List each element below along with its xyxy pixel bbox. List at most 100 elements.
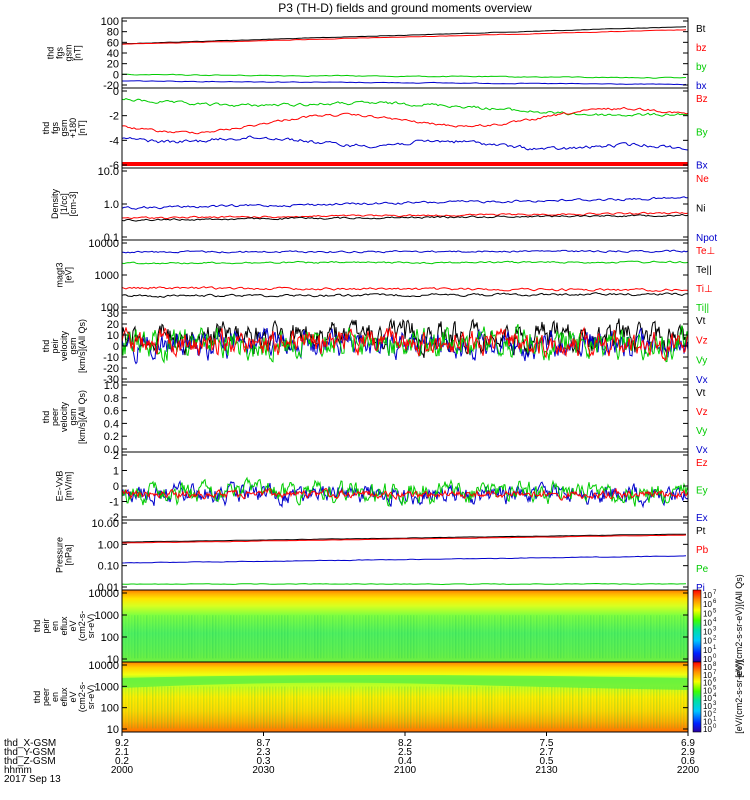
y-tick-label: 1000 (95, 270, 119, 282)
svg-text:en: en (50, 692, 60, 702)
svg-text:0.5: 0.5 (540, 756, 554, 767)
svg-text:10: 10 (703, 628, 712, 637)
svg-text:thd: thd (32, 620, 42, 633)
svg-text:gsm: gsm (64, 44, 74, 61)
svg-text:8.7: 8.7 (257, 738, 271, 749)
colorbar-tick: 10 3 (703, 627, 717, 637)
svg-text:1: 1 (713, 716, 717, 722)
legend-bz: bz (696, 43, 707, 54)
colorbar-tick: 10 7 (703, 670, 717, 680)
svg-text:fgs: fgs (50, 122, 60, 135)
legend-Npot: Npot (696, 233, 717, 244)
legend-Te⊥: Te⊥ (696, 246, 715, 257)
svg-text:7: 7 (713, 590, 717, 596)
svg-text:peir: peir (41, 618, 51, 633)
colorbar-label: [eV/(cm2-s-sr-eV)](All Qs) (734, 574, 744, 678)
colorbar-tick: 10 2 (703, 636, 717, 646)
svg-text:9.2: 9.2 (115, 738, 129, 749)
y-tick-label: 0.1 (104, 232, 119, 244)
legend-Pe: Pe (696, 564, 709, 575)
svg-text:2.7: 2.7 (540, 747, 554, 758)
svg-text:4: 4 (713, 617, 717, 623)
svg-text:2.3: 2.3 (257, 747, 271, 758)
svg-text:eflux: eflux (59, 616, 69, 636)
svg-text:gsm: gsm (68, 337, 78, 354)
legend-Ey: Ey (696, 486, 708, 497)
legend-Vz: Vz (696, 407, 708, 418)
svg-text:2200: 2200 (677, 765, 700, 776)
y-tick-label: 0 (113, 86, 119, 98)
svg-text:10: 10 (703, 637, 712, 646)
svg-text:[1/cc]: [1/cc] (59, 193, 69, 215)
colorbar-tick: 10 6 (703, 599, 717, 609)
colorbar-tick: 10 8 (703, 662, 717, 672)
panel-peer-velocity: 1.00.80.60.40.20.0 thd peer velocity gsm [km/… (41, 380, 708, 456)
y-tick-label: 20 (107, 319, 119, 331)
y-tick-label: 100 (101, 703, 119, 715)
spectrogram (122, 662, 688, 732)
svg-text:en: en (50, 621, 60, 631)
svg-text:3: 3 (713, 701, 717, 707)
svg-text:6.9: 6.9 (681, 738, 695, 749)
y-tick-label: 100 (101, 16, 119, 28)
svg-text:eV: eV (68, 691, 78, 702)
colorbar-tick: 10 0 (703, 654, 717, 664)
colorbar-tick: 10 2 (703, 709, 717, 719)
series-Pe (121, 555, 687, 564)
y-tick-label: 0 (113, 481, 119, 493)
y-tick-label: 40 (107, 48, 119, 60)
y-tick-label: -30 (103, 374, 119, 386)
y-axis-label: thd peer velocity gsm [km/s](All Qs) (41, 390, 87, 444)
svg-text:10: 10 (703, 671, 712, 680)
svg-text:eflux: eflux (59, 687, 69, 707)
svg-text:peer: peer (41, 688, 51, 706)
svg-text:10: 10 (703, 717, 712, 726)
y-axis-label: Density [1/cc] [cm-3] (50, 188, 78, 219)
svg-text:10: 10 (703, 686, 712, 695)
y-tick-label: 0.0 (104, 444, 119, 456)
colorbar-tick: 10 7 (703, 590, 717, 600)
series-Ti-perp (121, 286, 689, 292)
svg-text:[eV/(cm2-s-sr-eV)]: [eV/(cm2-s-sr-eV)] (734, 660, 744, 734)
svg-text:0.6: 0.6 (681, 756, 695, 767)
panel-fgs-dsl: 0 -2 -4 -6 thd fgs gsm +180 [nT] Bz By Bx (41, 86, 708, 172)
svg-text:thd: thd (41, 411, 51, 424)
y-tick-label: 100 (101, 302, 119, 314)
legend-Vt: Vt (696, 316, 706, 327)
series-by (121, 73, 687, 79)
svg-text:0.4: 0.4 (398, 756, 412, 767)
svg-text:10: 10 (703, 710, 712, 719)
y-tick-label: -6 (109, 160, 119, 172)
svg-text:5: 5 (713, 608, 717, 614)
energy-band (122, 675, 688, 690)
svg-text:Pressure: Pressure (55, 537, 65, 573)
legend-Pi: Pi (696, 583, 705, 594)
svg-text:6: 6 (713, 599, 717, 605)
svg-text:10: 10 (703, 663, 712, 672)
legend-Bz: Bz (696, 94, 708, 105)
y-tick-label: -20 (103, 80, 119, 92)
svg-text:[eV/(cm2-s-sr-eV)](All Qs): [eV/(cm2-s-sr-eV)](All Qs) (734, 574, 744, 678)
svg-text:(cm2-s-: (cm2-s- (77, 682, 87, 713)
series-Npot (121, 196, 689, 210)
svg-text:thd: thd (41, 340, 51, 353)
panel-frame (121, 87, 689, 169)
y-tick-label: 10000 (88, 588, 119, 600)
svg-text:2030: 2030 (252, 765, 275, 776)
chart-title: P3 (TH-D) fields and ground moments over… (278, 1, 532, 15)
svg-text:0: 0 (713, 724, 717, 730)
y-tick-label: 0.4 (104, 418, 119, 430)
panel-temperature: 10000 1000 100 magt3 [eV] Te⊥ Te|| Ti⊥ Ti|| (55, 238, 716, 314)
panel-pressure: 10.00 1.00 0.10 0.01 Pressure [nPa] Pt Pb Pe Pi (55, 518, 709, 594)
legend-Vx: Vx (696, 375, 708, 386)
svg-text:thd: thd (32, 691, 42, 704)
svg-text:velocity: velocity (59, 401, 69, 432)
series-Pi (121, 582, 687, 586)
y-tick-label: 10.0 (98, 166, 119, 178)
y-tick-label: 0.6 (104, 406, 119, 418)
y-tick-label: 0.2 (104, 431, 119, 443)
